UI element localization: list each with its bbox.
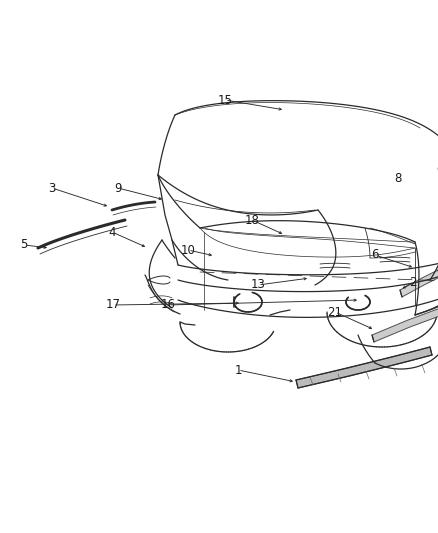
Text: 3: 3 [48, 182, 56, 195]
Text: 13: 13 [251, 279, 265, 292]
Text: 4: 4 [108, 225, 116, 238]
Polygon shape [296, 347, 432, 388]
Text: 5: 5 [20, 238, 28, 252]
Text: 8: 8 [394, 172, 402, 184]
Text: 15: 15 [218, 93, 233, 107]
Text: 2: 2 [409, 276, 417, 288]
Text: 18: 18 [244, 214, 259, 227]
Polygon shape [400, 270, 438, 297]
Text: 21: 21 [328, 305, 343, 319]
Text: 16: 16 [160, 298, 176, 311]
Text: 6: 6 [371, 248, 379, 262]
Text: 10: 10 [180, 244, 195, 256]
Polygon shape [372, 303, 438, 342]
Text: 9: 9 [114, 182, 122, 195]
Text: 17: 17 [106, 298, 120, 311]
Text: 1: 1 [234, 364, 242, 376]
